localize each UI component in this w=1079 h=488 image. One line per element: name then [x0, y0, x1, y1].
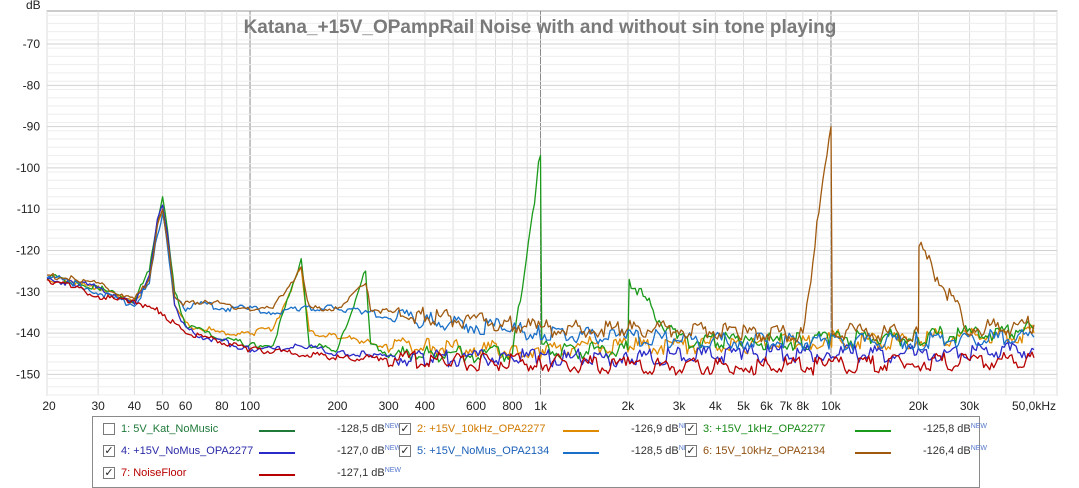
y-tick-label: -130 — [16, 285, 40, 299]
x-tick-label: 800 — [502, 399, 522, 413]
x-tick-label: 10k — [821, 399, 841, 413]
legend-line-swatch — [259, 474, 295, 476]
x-tick-label: 2k — [622, 399, 636, 413]
legend-line-swatch — [855, 452, 891, 454]
legend-series-name: 6: 15V_10kHz_OPA2134 — [703, 445, 826, 457]
legend-item[interactable]: ✓ 2: +15V_10kHz_OPA2277 -126,9 dBNEW — [399, 421, 695, 439]
chart-title: Katana_+15V_OPampRail Noise with and wit… — [244, 17, 837, 38]
legend-item[interactable]: ✓ 5: +15V_NoMus_OPA2134 -128,5 dBNEW — [399, 443, 695, 461]
x-tick-label: 40 — [128, 399, 142, 413]
legend-series-name: 3: +15V_1kHz_OPA2277 — [703, 423, 826, 435]
y-tick-label: -150 — [16, 367, 40, 381]
series-line — [46, 212, 1035, 351]
x-tick-label: 20 — [42, 399, 56, 413]
legend-series-name: 5: +15V_NoMus_OPA2134 — [417, 445, 550, 457]
legend-item[interactable]: 1: 5V_Kat_NoMusic -128,5 dBNEW — [103, 421, 401, 439]
series-lines — [46, 125, 1035, 376]
x-tick-label: 50 — [156, 399, 170, 413]
legend-item[interactable]: ✓ 4: +15V_NoMus_OPA2277 -127,0 dBNEW — [103, 443, 401, 461]
x-tick-label: 4k — [709, 399, 723, 413]
x-tick-label: 7k — [780, 399, 794, 413]
legend-line-swatch — [563, 452, 599, 454]
legend-series-value: -127,0 dBNEW — [337, 445, 402, 457]
x-tick-label: 6k — [760, 399, 774, 413]
legend-series-name: 1: 5V_Kat_NoMusic — [121, 423, 219, 435]
legend-series-name: 2: +15V_10kHz_OPA2277 — [417, 423, 546, 435]
series-line — [46, 154, 1035, 364]
y-tick-label: -140 — [16, 326, 40, 340]
legend-series-name: 4: +15V_NoMus_OPA2277 — [121, 445, 254, 457]
legend-item[interactable]: ✓ 3: +15V_1kHz_OPA2277 -125,8 dBNEW — [685, 421, 987, 439]
x-tick-labels: 20 30 40 50 60 80 100 200 300 400 600 800 1k 2k 3k 4k 5k… — [42, 399, 1056, 413]
x-tick-label: 400 — [415, 399, 435, 413]
x-tick-label: 200 — [327, 399, 347, 413]
series-line — [46, 125, 1035, 343]
x-tick-label: 1k — [534, 399, 548, 413]
legend-line-swatch — [259, 430, 295, 432]
legend-checkbox[interactable]: ✓ — [399, 423, 411, 435]
y-tick-label: -120 — [16, 243, 40, 257]
x-tick-label: 80 — [215, 399, 229, 413]
x-tick-label: 30k — [960, 399, 980, 413]
legend-series-value: -126,9 dBNEW — [631, 423, 695, 435]
legend-line-swatch — [259, 452, 295, 454]
legend-line-swatch — [855, 430, 891, 432]
series-line — [46, 278, 1035, 376]
legend-item[interactable]: ✓ 6: 15V_10kHz_OPA2134 -126,4 dBNEW — [685, 443, 987, 461]
x-tick-label: 600 — [466, 399, 486, 413]
legend-item[interactable]: ✓ 7: NoiseFloor -127,1 dBNEW — [103, 465, 401, 483]
legend-series-value: -126,4 dBNEW — [923, 445, 988, 457]
x-tick-label: 20k — [909, 399, 929, 413]
legend-checkbox[interactable]: ✓ — [685, 423, 697, 435]
y-tick-label: -70 — [23, 37, 41, 51]
y-tick-label: -90 — [23, 120, 41, 134]
x-tick-label: 3k — [673, 399, 687, 413]
grid — [46, 11, 1058, 396]
x-tick-label: 30 — [91, 399, 105, 413]
chart-svg: -70 -80 -90 -100 -110 -120 -130 -140 -150 20 30 40… — [16, 0, 1058, 413]
x-tick-label: 8k — [796, 399, 810, 413]
x-tick-label: 50,0kHz — [1012, 399, 1056, 413]
x-tick-label: 5k — [737, 399, 751, 413]
legend-checkbox[interactable]: ✓ — [103, 467, 115, 479]
y-tick-label: -110 — [17, 202, 40, 216]
y-tick-label: -80 — [23, 78, 41, 92]
legend-line-swatch — [563, 430, 599, 432]
legend-checkbox[interactable] — [103, 423, 115, 435]
legend-checkbox[interactable]: ✓ — [103, 445, 115, 457]
y-tick-label: -100 — [16, 161, 40, 175]
legend-series-value: -125,8 dBNEW — [923, 423, 988, 435]
legend-series-name: 7: NoiseFloor — [121, 467, 187, 479]
legend-series-value: -128,5 dBNEW — [631, 445, 695, 457]
x-tick-label: 300 — [379, 399, 399, 413]
y-tick-labels: -70 -80 -90 -100 -110 -120 -130 -140 -150 — [16, 37, 40, 381]
legend-series-value: -128,5 dBNEW — [337, 423, 402, 435]
legend-series-value: -127,1 dBNEW — [337, 467, 402, 479]
legend-checkbox[interactable]: ✓ — [685, 445, 697, 457]
legend: 1: 5V_Kat_NoMusic -128,5 dBNEW ✓ 2: +15V_10… — [92, 416, 987, 488]
x-tick-label: 60 — [179, 399, 193, 413]
legend-checkbox[interactable]: ✓ — [399, 445, 411, 457]
x-tick-label: 100 — [240, 399, 260, 413]
y-axis-label: dB — [26, 0, 41, 12]
